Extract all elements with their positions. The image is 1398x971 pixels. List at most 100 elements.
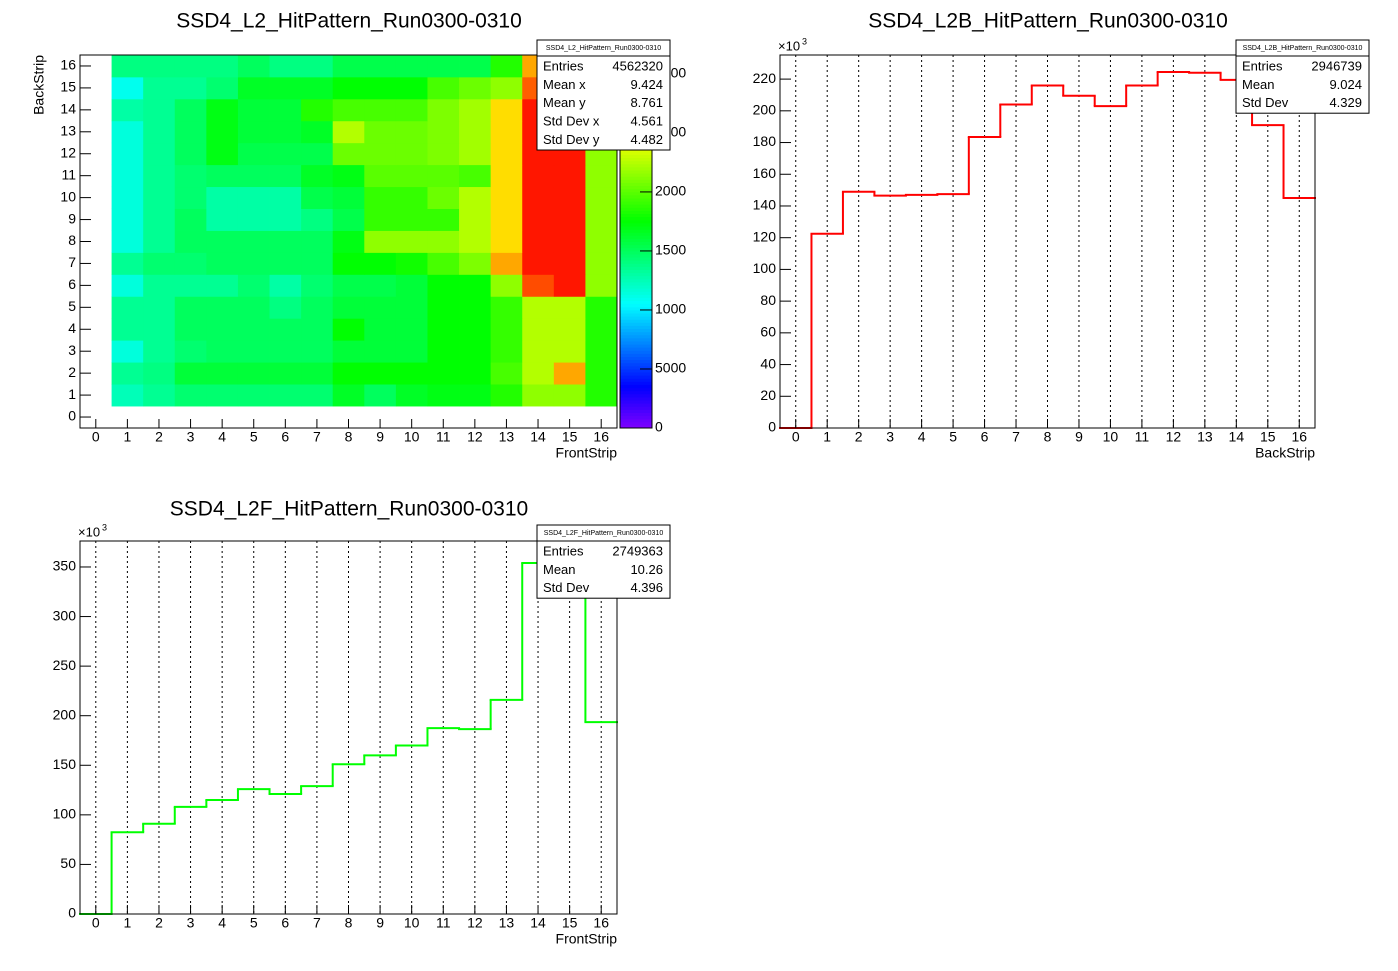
- x-tick-label: 1: [123, 915, 131, 931]
- heat-cell: [174, 142, 207, 166]
- palette-strip: [620, 381, 652, 385]
- heat-cell: [237, 362, 270, 385]
- palette-strip: [620, 415, 652, 420]
- y-axis-title: BackStrip: [31, 55, 47, 115]
- palette-strip: [620, 334, 652, 339]
- palette-strip: [620, 359, 652, 364]
- heat-cell: [301, 120, 334, 144]
- heat-cell: [395, 318, 428, 341]
- y-tick-label: 14: [60, 101, 76, 117]
- heat-cell: [237, 186, 270, 209]
- palette-strip: [620, 390, 652, 395]
- heat-cell: [364, 230, 397, 253]
- y-tick-label: 10: [60, 188, 76, 204]
- heat-cell: [395, 98, 428, 122]
- y-tick-label: 100: [753, 260, 777, 276]
- heat-cell: [395, 142, 428, 166]
- heat-cell: [522, 318, 555, 341]
- heat-cell: [522, 274, 555, 297]
- heat-cell: [174, 98, 207, 122]
- heat-cell: [143, 340, 176, 363]
- x-tick-label: 6: [281, 429, 289, 445]
- heat-cell: [301, 340, 334, 363]
- y-tick-label: 3: [68, 342, 76, 358]
- heat-cell: [143, 98, 176, 122]
- heat-cell: [490, 98, 523, 122]
- palette-strip: [620, 297, 652, 302]
- y-tick-label: 12: [60, 144, 76, 160]
- heat-cell: [522, 362, 555, 385]
- heat-cell: [301, 142, 334, 166]
- heat-cell: [301, 384, 334, 407]
- palette-strip: [620, 191, 652, 196]
- palette-strip: [620, 176, 652, 180]
- heat-cell: [332, 208, 365, 231]
- heat-cell: [111, 318, 144, 341]
- y-tick-label: 250: [53, 657, 77, 673]
- heat-cell: [237, 120, 270, 144]
- heat-cell: [111, 98, 144, 122]
- stats-value: 4.396: [630, 580, 663, 595]
- y-tick-label: 350: [53, 558, 77, 574]
- y-tick-label: 0: [68, 905, 76, 921]
- palette-strip: [620, 222, 652, 227]
- heat-cell: [459, 142, 492, 166]
- palette-strip: [620, 216, 652, 221]
- palette-strip: [620, 424, 652, 429]
- heat-cell: [364, 142, 397, 166]
- heat-cell: [174, 230, 207, 253]
- chart-title: SSD4_L2B_HitPattern_Run0300-0310: [868, 10, 1228, 33]
- heat-cell: [301, 318, 334, 341]
- heat-cell: [459, 98, 492, 122]
- heat-cell: [143, 164, 176, 188]
- heat-cell: [111, 362, 144, 385]
- heat-cell: [395, 186, 428, 209]
- heat-cell: [364, 340, 397, 363]
- heat-cell: [111, 186, 144, 209]
- heat-cell: [553, 296, 586, 319]
- heat-cell: [143, 208, 176, 231]
- heat-cell: [364, 186, 397, 209]
- heat-cell: [364, 362, 397, 385]
- palette-strip: [620, 285, 652, 289]
- x-tick-label: 10: [404, 915, 420, 931]
- heat-cell: [395, 164, 428, 188]
- x-tick-label: 12: [467, 429, 483, 445]
- x-tick-label: 16: [593, 429, 609, 445]
- heat-cell: [143, 318, 176, 341]
- palette-strip: [620, 393, 652, 398]
- heat-cell: [206, 384, 239, 407]
- heat-cell: [490, 296, 523, 319]
- x-tick-label: 0: [92, 915, 100, 931]
- heat-cell: [459, 384, 492, 407]
- y-tick-label: 220: [753, 70, 777, 86]
- x-tick-label: 8: [345, 429, 353, 445]
- y-tick-label: 1: [68, 386, 76, 402]
- palette-strip: [620, 229, 652, 233]
- palette-tick-label: 15000: [655, 242, 694, 258]
- heat-cell: [459, 296, 492, 319]
- palette-strip: [620, 353, 652, 358]
- heat-cell: [237, 296, 270, 319]
- palette-strip: [620, 300, 652, 305]
- x-tick-label: 11: [436, 915, 451, 931]
- palette-strip: [620, 266, 652, 270]
- stats-box: [1235, 39, 1370, 114]
- y-tick-label: 180: [753, 133, 777, 149]
- heat-cell: [553, 252, 586, 275]
- x-tick-label: 13: [499, 915, 515, 931]
- palette-tick-label: 10000: [655, 301, 694, 317]
- y-tick-label: 160: [753, 165, 777, 181]
- heat-cell: [395, 384, 428, 407]
- pad: SSD4_L2F_HitPattern_Run0300-0310×10 30 1 2 3…: [53, 498, 671, 947]
- heat-cell: [206, 142, 239, 166]
- heat-cell: [206, 274, 239, 297]
- stats-value: 2946739: [1311, 58, 1362, 73]
- y-tick-label: 80: [760, 292, 776, 308]
- palette-strip: [620, 219, 652, 224]
- heat-cell: [395, 55, 428, 78]
- stats-value: 10.26: [630, 562, 663, 577]
- y-tick-label: 0: [768, 419, 776, 435]
- heat-cell: [427, 252, 460, 275]
- x-tick-label: 7: [313, 915, 321, 931]
